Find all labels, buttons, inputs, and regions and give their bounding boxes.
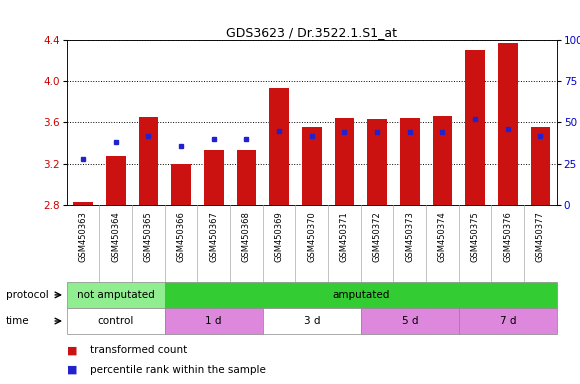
Text: GSM450371: GSM450371	[340, 211, 349, 262]
Bar	[400, 118, 419, 205]
Bar	[73, 202, 93, 205]
Bar	[67, 282, 165, 308]
Bar	[139, 118, 158, 205]
Text: 7 d: 7 d	[499, 316, 516, 326]
Text: control: control	[97, 316, 134, 326]
Bar	[361, 308, 459, 334]
Text: GSM450374: GSM450374	[438, 211, 447, 262]
Bar	[302, 127, 321, 205]
Bar	[459, 308, 557, 334]
Bar	[335, 118, 354, 205]
Text: GSM450375: GSM450375	[470, 211, 480, 262]
Text: 5 d: 5 d	[401, 316, 418, 326]
Text: GSM450376: GSM450376	[503, 211, 512, 262]
Bar	[367, 119, 387, 205]
Text: not amputated: not amputated	[77, 290, 155, 300]
Text: GSM450367: GSM450367	[209, 211, 218, 262]
Bar	[67, 308, 165, 334]
Bar	[263, 308, 361, 334]
Bar	[237, 151, 256, 205]
Text: protocol: protocol	[6, 290, 49, 300]
Text: GSM450377: GSM450377	[536, 211, 545, 262]
Text: GSM450369: GSM450369	[274, 211, 284, 262]
Bar	[433, 116, 452, 205]
Bar	[106, 156, 125, 205]
Text: time: time	[6, 316, 30, 326]
Text: amputated: amputated	[332, 290, 389, 300]
Text: GSM450363: GSM450363	[78, 211, 88, 262]
Bar	[171, 164, 191, 205]
Bar	[165, 308, 263, 334]
Text: GSM450368: GSM450368	[242, 211, 251, 262]
Bar	[465, 50, 485, 205]
Text: GSM450370: GSM450370	[307, 211, 316, 262]
Bar	[498, 43, 517, 205]
Text: GSM450365: GSM450365	[144, 211, 153, 262]
Text: 3 d: 3 d	[303, 316, 320, 326]
Bar	[531, 127, 550, 205]
Text: GSM450364: GSM450364	[111, 211, 120, 262]
Bar	[165, 282, 557, 308]
Text: ■: ■	[67, 345, 77, 355]
Bar	[269, 88, 289, 205]
Text: percentile rank within the sample: percentile rank within the sample	[90, 365, 266, 375]
Text: GSM450373: GSM450373	[405, 211, 414, 262]
Text: 1 d: 1 d	[205, 316, 222, 326]
Text: ■: ■	[67, 365, 77, 375]
Text: GSM450372: GSM450372	[372, 211, 382, 262]
Title: GDS3623 / Dr.3522.1.S1_at: GDS3623 / Dr.3522.1.S1_at	[226, 26, 397, 39]
Bar	[204, 151, 223, 205]
Text: GSM450366: GSM450366	[176, 211, 186, 262]
Text: transformed count: transformed count	[90, 345, 187, 355]
